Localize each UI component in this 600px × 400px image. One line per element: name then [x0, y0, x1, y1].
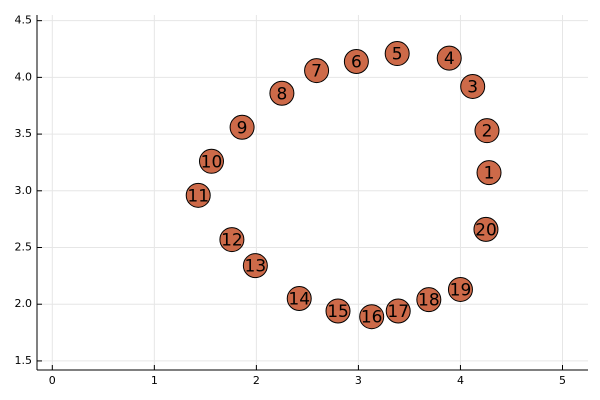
x-tick-label: 0	[49, 374, 56, 387]
point-label: 7	[311, 62, 322, 82]
point	[447, 276, 473, 302]
y-tick-label: 4.5	[15, 14, 33, 27]
point	[325, 298, 351, 324]
point-label: 15	[327, 302, 349, 322]
y-tick-label: 1.5	[15, 354, 33, 367]
y-tick-label: 2.0	[15, 297, 33, 310]
x-tick-label: 1	[151, 374, 158, 387]
point-label: 18	[418, 291, 440, 311]
point	[229, 114, 255, 140]
point-label: 16	[361, 308, 383, 328]
y-tick-label: 3.0	[15, 184, 33, 197]
point	[460, 73, 486, 99]
point-label: 17	[387, 302, 409, 322]
y-tick-label: 3.5	[15, 127, 33, 140]
point-label: 6	[351, 53, 362, 73]
point	[242, 253, 268, 279]
point	[198, 148, 224, 174]
y-tick-label: 4.0	[15, 70, 33, 83]
point	[436, 45, 462, 71]
point	[219, 227, 245, 253]
point-label: 14	[288, 290, 310, 310]
point	[185, 182, 211, 208]
x-tick-label: 5	[559, 374, 566, 387]
point-label: 4	[444, 49, 455, 69]
point-label: 8	[276, 84, 287, 104]
point-label: 9	[237, 118, 248, 138]
y-tick-label: 2.5	[15, 241, 33, 254]
point-label: 12	[221, 231, 243, 251]
point-label: 2	[482, 122, 493, 142]
point	[384, 41, 410, 67]
point-label: 11	[187, 186, 209, 206]
point	[359, 304, 385, 330]
point-label: 5	[392, 45, 403, 65]
x-tick-label: 2	[253, 374, 260, 387]
point	[473, 216, 499, 242]
point	[269, 80, 295, 106]
x-tick-label: 3	[355, 374, 362, 387]
point	[474, 118, 500, 144]
point	[286, 286, 312, 312]
point-label: 13	[245, 257, 267, 277]
point	[416, 287, 442, 313]
x-tick-label: 4	[457, 374, 464, 387]
point-label: 3	[467, 77, 478, 97]
point	[343, 49, 369, 75]
point-label: 19	[450, 280, 472, 300]
point	[476, 160, 502, 186]
point	[385, 298, 411, 324]
point-label: 1	[484, 164, 495, 184]
point-label: 20	[475, 220, 497, 240]
point	[304, 58, 330, 84]
point-label: 10	[201, 152, 223, 172]
